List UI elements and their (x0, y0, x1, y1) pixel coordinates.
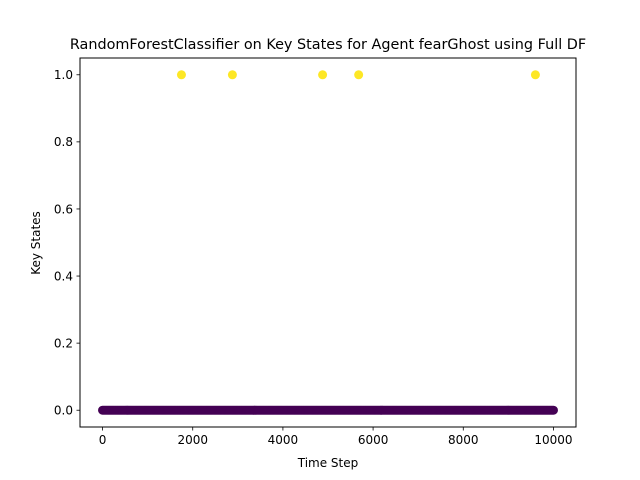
x-tick-label: 2000 (177, 433, 208, 447)
data-point (354, 70, 364, 80)
y-tick-label: 0.6 (54, 202, 73, 216)
x-tick-label: 8000 (448, 433, 479, 447)
data-point (318, 70, 328, 80)
y-axis-label: Key States (29, 211, 43, 275)
y-axis: 0.0 0.2 0.4 0.6 0.8 1.0 (54, 68, 80, 418)
chart-title: RandomForestClassifier on Key States for… (70, 37, 586, 53)
x-tick-label: 4000 (268, 433, 299, 447)
x-axis: 0 2000 4000 6000 8000 10000 (99, 427, 573, 447)
points-layer (98, 70, 558, 415)
x-axis-label: Time Step (297, 456, 359, 470)
y-tick-label: 0.4 (54, 269, 73, 283)
x-tick-label: 6000 (358, 433, 389, 447)
plot-frame (79, 57, 577, 428)
data-point (548, 405, 558, 415)
y-tick-label: 0.2 (54, 336, 73, 350)
data-point (530, 70, 540, 80)
y-tick-label: 0.8 (54, 135, 73, 149)
data-point (227, 70, 237, 80)
y-tick-label: 0.0 (54, 404, 73, 418)
x-tick-label: 10000 (534, 433, 572, 447)
y-tick-label: 1.0 (54, 68, 73, 82)
data-point (176, 70, 186, 80)
x-tick-label: 0 (99, 433, 107, 447)
